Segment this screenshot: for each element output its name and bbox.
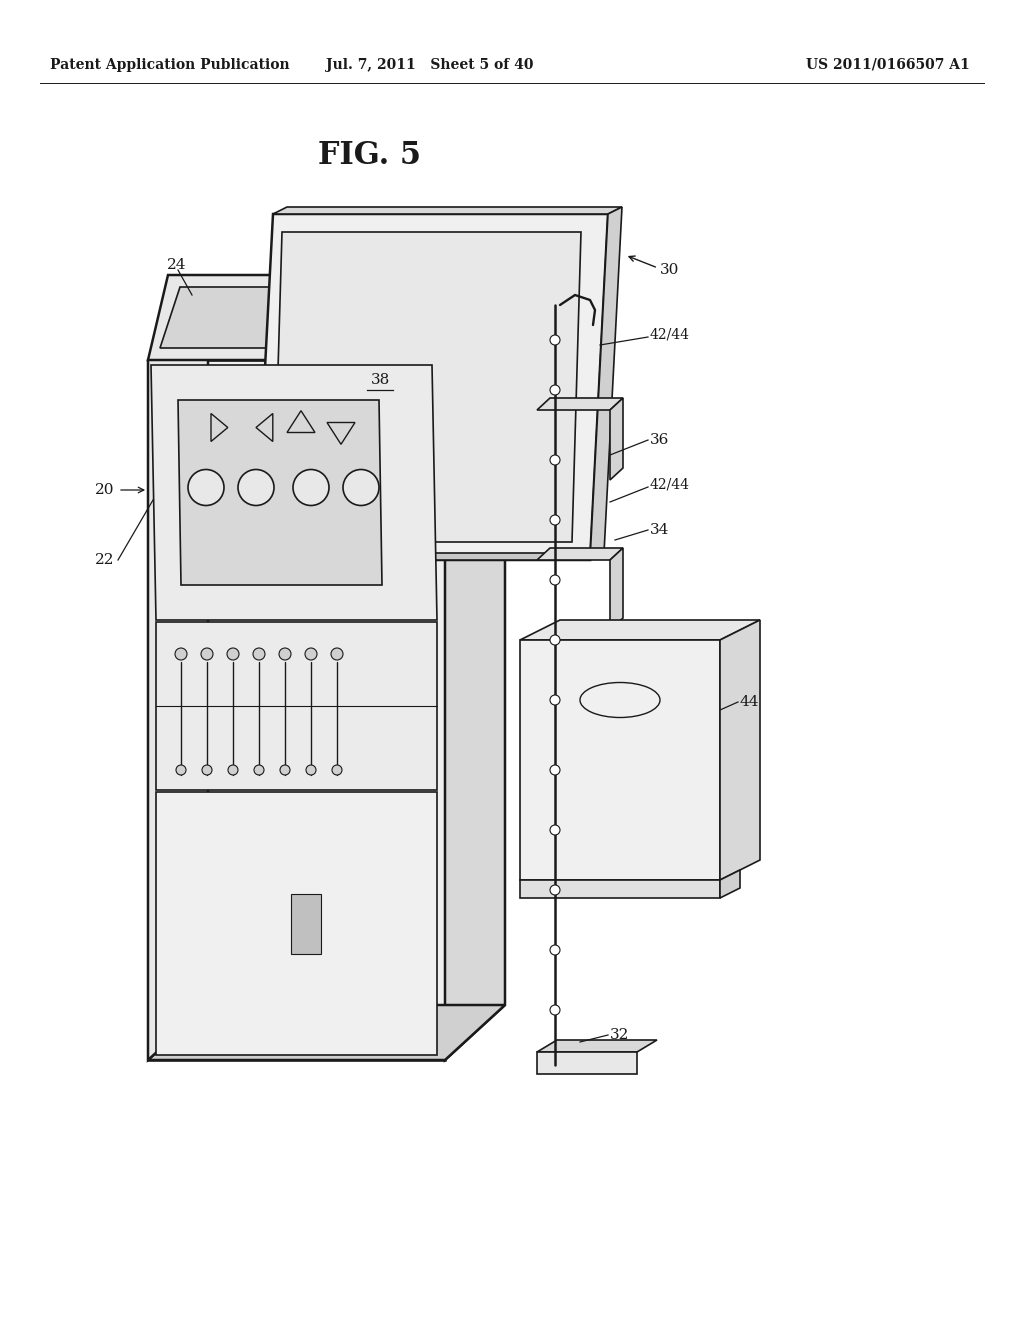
Polygon shape bbox=[520, 620, 760, 640]
Polygon shape bbox=[537, 548, 623, 560]
Polygon shape bbox=[273, 232, 581, 543]
Polygon shape bbox=[407, 352, 428, 360]
Text: Jul. 7, 2011   Sheet 5 of 40: Jul. 7, 2011 Sheet 5 of 40 bbox=[327, 58, 534, 73]
Polygon shape bbox=[148, 305, 505, 360]
Polygon shape bbox=[590, 207, 622, 560]
Text: US 2011/0166507 A1: US 2011/0166507 A1 bbox=[806, 58, 970, 73]
Circle shape bbox=[550, 884, 560, 895]
Text: 32: 32 bbox=[610, 1028, 630, 1041]
Circle shape bbox=[550, 766, 560, 775]
Polygon shape bbox=[537, 1052, 637, 1074]
Polygon shape bbox=[720, 870, 740, 898]
Polygon shape bbox=[178, 400, 382, 585]
Polygon shape bbox=[377, 352, 398, 360]
Circle shape bbox=[228, 766, 238, 775]
Circle shape bbox=[550, 945, 560, 954]
Circle shape bbox=[202, 766, 212, 775]
Polygon shape bbox=[148, 275, 465, 360]
Polygon shape bbox=[148, 360, 445, 1060]
Polygon shape bbox=[273, 207, 622, 214]
Text: 30: 30 bbox=[660, 263, 679, 277]
Polygon shape bbox=[148, 1005, 505, 1060]
Circle shape bbox=[550, 635, 560, 645]
Circle shape bbox=[175, 648, 187, 660]
Circle shape bbox=[305, 648, 317, 660]
Polygon shape bbox=[445, 257, 485, 360]
Circle shape bbox=[306, 766, 316, 775]
Circle shape bbox=[188, 470, 224, 506]
Circle shape bbox=[550, 515, 560, 525]
Circle shape bbox=[550, 825, 560, 836]
Text: 22: 22 bbox=[95, 553, 115, 568]
Circle shape bbox=[550, 455, 560, 465]
Polygon shape bbox=[610, 548, 623, 630]
Circle shape bbox=[332, 766, 342, 775]
Polygon shape bbox=[537, 1040, 657, 1052]
Polygon shape bbox=[291, 894, 321, 954]
Circle shape bbox=[550, 335, 560, 345]
Polygon shape bbox=[520, 640, 720, 880]
Text: 20: 20 bbox=[95, 483, 115, 498]
Circle shape bbox=[279, 648, 291, 660]
Circle shape bbox=[550, 576, 560, 585]
Circle shape bbox=[238, 470, 274, 506]
Polygon shape bbox=[156, 792, 437, 1055]
Text: 44: 44 bbox=[740, 696, 760, 709]
Circle shape bbox=[280, 766, 290, 775]
Text: 24: 24 bbox=[167, 257, 186, 272]
Polygon shape bbox=[156, 622, 437, 789]
Polygon shape bbox=[720, 620, 760, 880]
Circle shape bbox=[227, 648, 239, 660]
Polygon shape bbox=[537, 399, 623, 411]
Polygon shape bbox=[160, 286, 453, 348]
Text: 36: 36 bbox=[650, 433, 670, 447]
Polygon shape bbox=[255, 214, 608, 560]
Polygon shape bbox=[255, 553, 604, 560]
Circle shape bbox=[201, 648, 213, 660]
Polygon shape bbox=[445, 305, 505, 1060]
Circle shape bbox=[176, 766, 186, 775]
Text: 42/44: 42/44 bbox=[650, 327, 690, 342]
Circle shape bbox=[550, 1005, 560, 1015]
Text: FIG. 5: FIG. 5 bbox=[318, 140, 422, 170]
Circle shape bbox=[343, 470, 379, 506]
Circle shape bbox=[254, 766, 264, 775]
Circle shape bbox=[550, 385, 560, 395]
Circle shape bbox=[293, 470, 329, 506]
Polygon shape bbox=[610, 399, 623, 480]
Circle shape bbox=[331, 648, 343, 660]
Text: Patent Application Publication: Patent Application Publication bbox=[50, 58, 290, 73]
Circle shape bbox=[550, 696, 560, 705]
Text: 42/44: 42/44 bbox=[650, 478, 690, 492]
Polygon shape bbox=[148, 305, 208, 1060]
Polygon shape bbox=[151, 366, 437, 620]
Circle shape bbox=[253, 648, 265, 660]
Polygon shape bbox=[520, 880, 720, 898]
Text: 34: 34 bbox=[650, 523, 670, 537]
Text: 38: 38 bbox=[371, 374, 389, 387]
